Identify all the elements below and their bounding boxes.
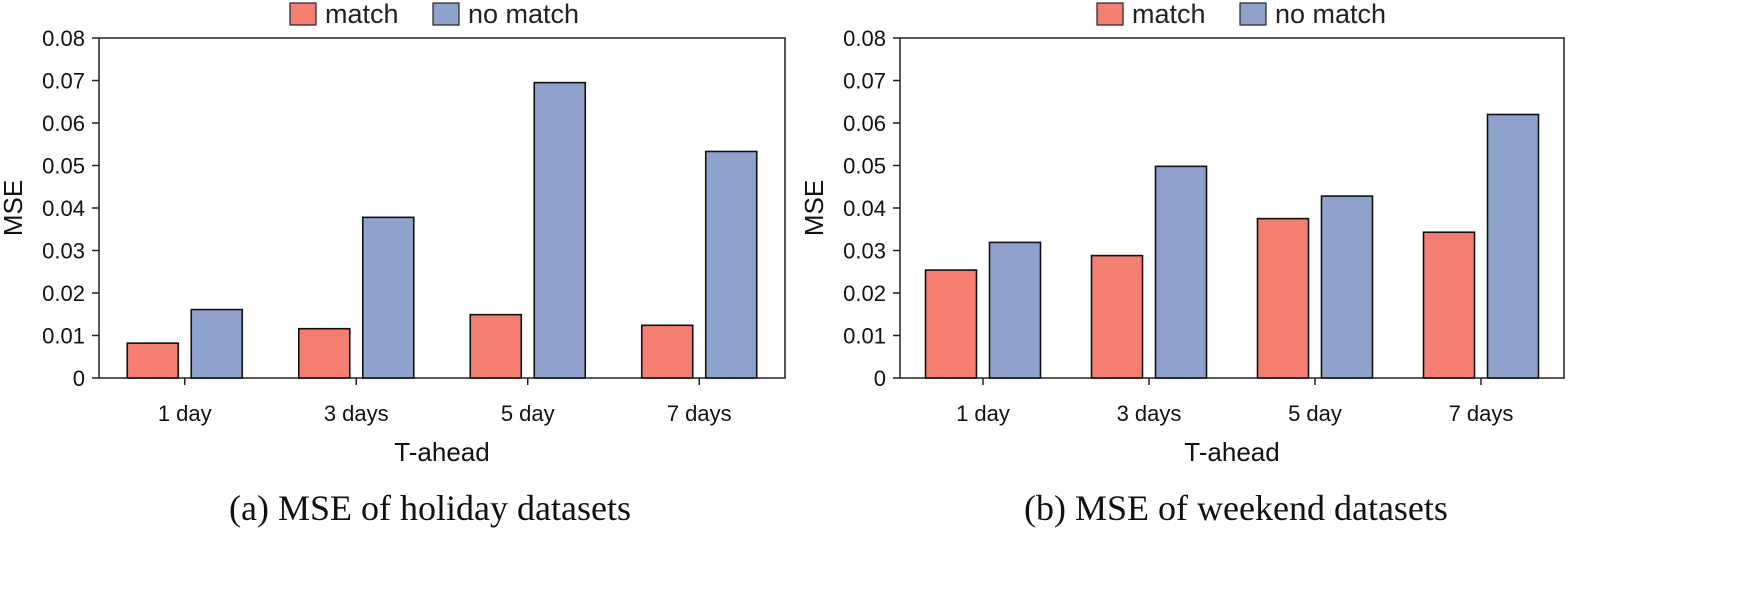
y-axis-label: MSE bbox=[799, 180, 829, 236]
bar-match bbox=[1090, 254, 1144, 379]
bar-match bbox=[924, 269, 978, 379]
bar-no-match bbox=[190, 308, 244, 379]
legend-label-match: match bbox=[325, 0, 399, 29]
legend-label-match: match bbox=[1132, 0, 1206, 29]
bar-no-match bbox=[1154, 165, 1208, 379]
y-tick-label: 0.06 bbox=[42, 111, 85, 136]
x-tick-label: 1 day bbox=[158, 401, 212, 426]
x-axis-label: T-ahead bbox=[394, 437, 489, 467]
bar-no-match bbox=[988, 241, 1042, 379]
y-tick-label: 0 bbox=[73, 366, 85, 391]
bar-match bbox=[126, 342, 180, 379]
x-tick-label: 3 days bbox=[324, 401, 389, 426]
y-tick-label: 0.08 bbox=[843, 26, 886, 51]
y-tick-label: 0.03 bbox=[843, 239, 886, 264]
bar-no-match bbox=[361, 216, 415, 379]
bar-match bbox=[1422, 231, 1476, 379]
bar-no-match bbox=[1486, 113, 1540, 379]
y-tick-label: 0.06 bbox=[843, 111, 886, 136]
y-tick-label: 0 bbox=[874, 366, 886, 391]
x-tick-label: 5 day bbox=[501, 401, 555, 426]
x-tick-label: 5 day bbox=[1288, 401, 1342, 426]
figure-caption: (a) MSE of holiday datasets bbox=[229, 488, 631, 528]
y-tick-label: 0.04 bbox=[42, 196, 85, 221]
bar-match bbox=[469, 313, 523, 379]
y-tick-label: 0.04 bbox=[843, 196, 886, 221]
chart-panel-holiday: 0 0.01 0.02 0.03 0.04 0.05 0.06 0.07 0.08 1 day 3 … bbox=[0, 0, 786, 528]
y-tick-label: 0.02 bbox=[42, 281, 85, 306]
bar-match bbox=[640, 324, 694, 379]
legend-swatch-match bbox=[1096, 2, 1124, 26]
y-tick-label: 0.05 bbox=[42, 154, 85, 179]
y-tick-label: 0.03 bbox=[42, 239, 85, 264]
y-axis-label: MSE bbox=[0, 180, 28, 236]
x-tick-label: 1 day bbox=[956, 401, 1010, 426]
y-tick-label: 0.07 bbox=[42, 69, 85, 94]
figure-caption: (b) MSE of weekend datasets bbox=[1024, 488, 1448, 528]
legend-swatch-match bbox=[289, 2, 317, 26]
legend-label-no-match: no match bbox=[1275, 0, 1386, 29]
y-tick-label: 0.02 bbox=[843, 281, 886, 306]
chart-panel-weekend: 0 0.01 0.02 0.03 0.04 0.05 0.06 0.07 0.08 1 day 3 … bbox=[799, 0, 1565, 528]
x-tick-label: 7 days bbox=[1449, 401, 1514, 426]
y-tick-label: 0.01 bbox=[42, 324, 85, 349]
x-axis-label: T-ahead bbox=[1184, 437, 1279, 467]
legend-swatch-no-match bbox=[1239, 2, 1267, 26]
y-tick-label: 0.01 bbox=[843, 324, 886, 349]
y-tick-label: 0.07 bbox=[843, 69, 886, 94]
bar-no-match bbox=[1320, 195, 1374, 379]
y-tick-label: 0.05 bbox=[843, 154, 886, 179]
x-tick-label: 7 days bbox=[667, 401, 732, 426]
legend-label-no-match: no match bbox=[468, 0, 579, 29]
bar-no-match bbox=[533, 81, 587, 379]
bar-match bbox=[297, 327, 351, 379]
x-tick-label: 3 days bbox=[1117, 401, 1182, 426]
legend-swatch-no-match bbox=[432, 2, 460, 26]
bar-match bbox=[1256, 217, 1310, 379]
y-tick-label: 0.08 bbox=[42, 26, 85, 51]
bar-no-match bbox=[704, 150, 758, 379]
